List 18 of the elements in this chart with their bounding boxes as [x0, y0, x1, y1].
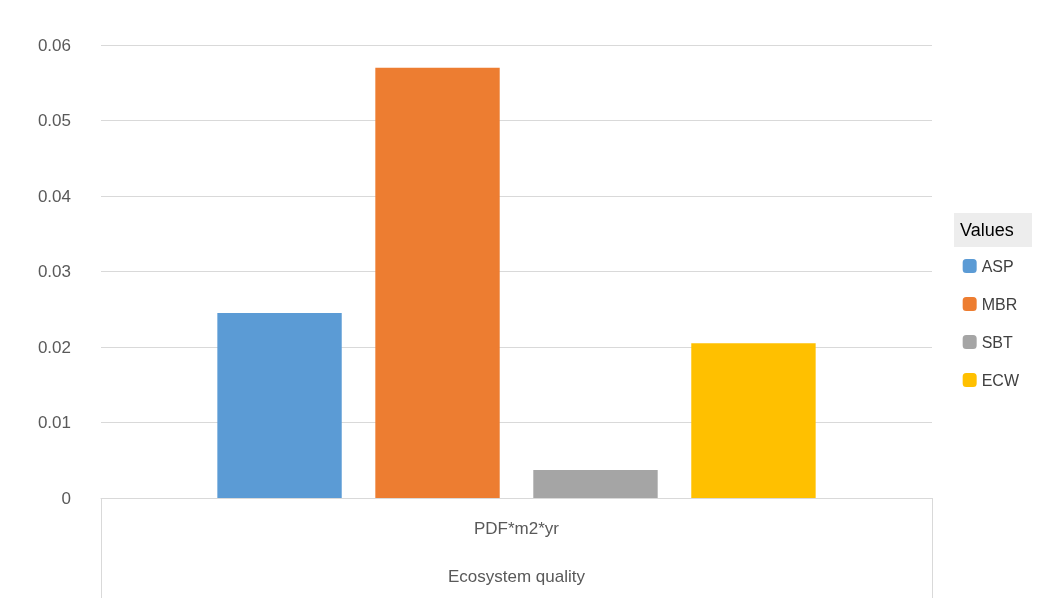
- bar: [533, 470, 658, 498]
- y-tick-label: 0.06: [37, 35, 71, 55]
- y-tick-label: 0.01: [37, 413, 71, 432]
- y-tick-label: 0.04: [37, 186, 71, 206]
- legend-title: Values: [960, 220, 1014, 240]
- x-tick-label: PDF*m2*yr: [473, 519, 560, 538]
- bar: [691, 343, 816, 498]
- y-tick-label: 0: [61, 488, 71, 508]
- legend-label: ECW: [981, 371, 1020, 389]
- y-tick-label: 0.05: [37, 111, 71, 130]
- legend-label: MBR: [981, 295, 1018, 313]
- y-tick-label: 0.03: [37, 262, 71, 281]
- y-tick-label: 0.02: [37, 337, 71, 357]
- bar: [375, 67, 500, 498]
- bar: [217, 313, 342, 498]
- legend-label: ASP: [981, 257, 1014, 275]
- x-axis-title: Ecosystem quality: [448, 567, 586, 586]
- legend-label: SBT: [981, 333, 1014, 351]
